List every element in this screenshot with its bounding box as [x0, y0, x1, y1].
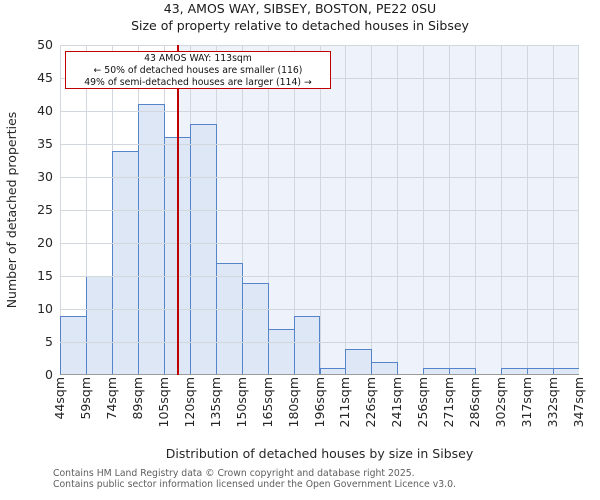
y-tick-label: 30 — [37, 169, 53, 184]
x-tick-label: 89sqm — [129, 377, 145, 420]
x-tick-label: 347sqm — [571, 377, 586, 428]
annotation-line3: 49% of semi-detached houses are larger (… — [84, 76, 312, 88]
y-tick-label: 40 — [37, 103, 53, 118]
histogram-bar — [345, 348, 373, 375]
x-tick-label: 120sqm — [181, 377, 197, 428]
x-tick-label: 271sqm — [441, 377, 457, 428]
y-tick-label: 25 — [37, 202, 53, 217]
x-tick-label: 332sqm — [545, 377, 561, 428]
histogram-bar — [553, 368, 579, 375]
gridline-horizontal — [60, 110, 579, 112]
gridline-horizontal — [60, 209, 579, 211]
histogram-bar — [189, 124, 217, 375]
gridline-horizontal — [60, 176, 579, 178]
x-tick-label: 302sqm — [493, 377, 509, 428]
x-tick-label: 59sqm — [77, 377, 93, 420]
license-footer: Contains HM Land Registry data © Crown c… — [53, 468, 456, 490]
gridline-horizontal — [60, 341, 579, 343]
x-tick-label: 105sqm — [155, 377, 171, 428]
y-tick-label: 10 — [37, 301, 53, 316]
y-tick-label: 35 — [37, 136, 53, 151]
x-tick-label: 44sqm — [52, 377, 67, 420]
x-axis-line — [60, 374, 579, 375]
y-tick-label: 45 — [37, 70, 53, 85]
x-tick-label: 226sqm — [363, 377, 379, 428]
x-tick-label: 317sqm — [519, 377, 535, 428]
x-tick-label: 150sqm — [233, 377, 249, 428]
y-tick-label: 5 — [45, 334, 53, 349]
y-tick-label: 15 — [37, 268, 53, 283]
gridline-horizontal — [60, 275, 579, 277]
y-tick-label: 50 — [37, 37, 53, 52]
gridline-horizontal — [60, 308, 579, 310]
histogram-bar — [85, 276, 113, 375]
histogram-bar — [137, 104, 165, 375]
x-tick-label: 74sqm — [103, 377, 119, 420]
x-tick-label: 180sqm — [285, 377, 301, 428]
x-tick-label: 241sqm — [389, 377, 405, 428]
annotation-line2: ← 50% of detached houses are smaller (11… — [93, 64, 303, 76]
histogram-bar — [215, 262, 243, 375]
x-axis-title: Distribution of detached houses by size … — [165, 446, 474, 461]
footer-line-2: Contains public sector information licen… — [53, 479, 456, 490]
histogram-bar — [293, 315, 321, 375]
footer-line-1: Contains HM Land Registry data © Crown c… — [53, 468, 415, 479]
annotation-line1: 43 AMOS WAY: 113sqm — [144, 53, 252, 64]
annotation-box: 43 AMOS WAY: 113sqm ← 50% of detached ho… — [65, 51, 331, 89]
histogram-bar — [449, 368, 477, 375]
plot-area — [60, 45, 579, 375]
histogram-bar — [60, 315, 87, 375]
x-tick-label: 165sqm — [259, 377, 275, 428]
chart-title: 43, AMOS WAY, SIBSEY, BOSTON, PE22 0SU — [163, 1, 437, 16]
histogram-bar — [267, 328, 295, 375]
histogram-bar — [241, 282, 269, 375]
x-tick-label: 135sqm — [207, 377, 223, 428]
x-tick-label: 286sqm — [467, 377, 483, 428]
chart-subtitle: Size of property relative to detached ho… — [131, 18, 469, 33]
x-tick-label: 256sqm — [415, 377, 431, 428]
x-tick-label: 196sqm — [311, 377, 327, 428]
y-tick-label: 20 — [37, 235, 53, 250]
gridline-horizontal — [60, 242, 579, 244]
histogram-bar — [371, 361, 399, 375]
x-tick-label: 211sqm — [337, 377, 353, 428]
y-tick-label: 0 — [45, 367, 53, 382]
gridline-horizontal — [60, 45, 579, 46]
property-size-marker-line — [177, 45, 179, 375]
gridline-horizontal — [60, 143, 579, 145]
